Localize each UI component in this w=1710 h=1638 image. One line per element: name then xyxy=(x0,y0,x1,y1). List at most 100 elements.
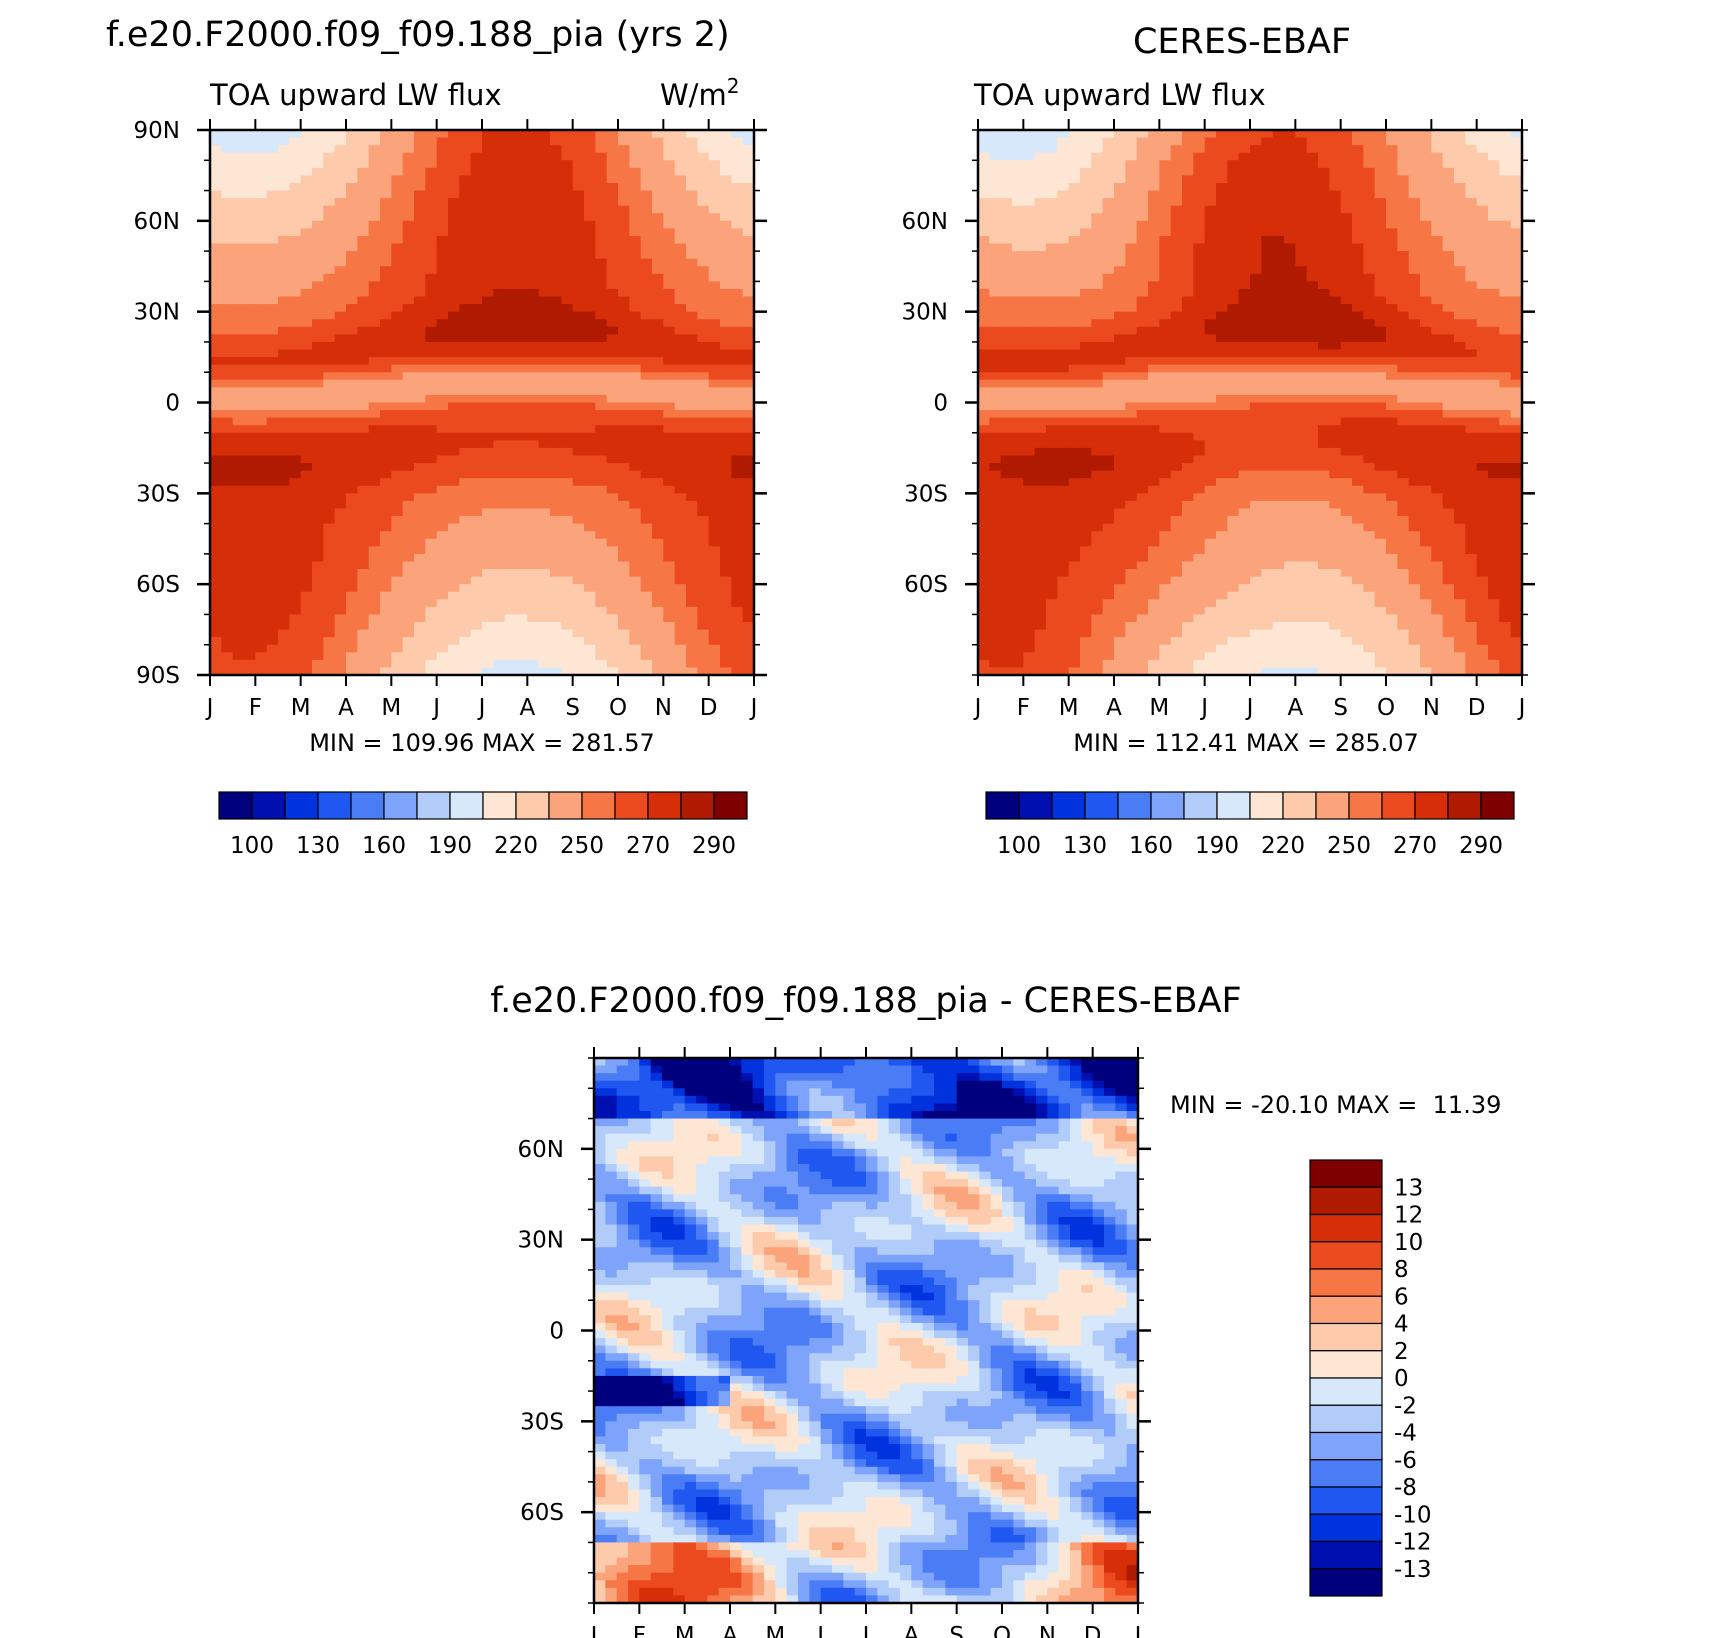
field-cell xyxy=(346,394,358,404)
field-cell xyxy=(1057,288,1070,298)
field-cell xyxy=(1034,243,1047,252)
field-cell xyxy=(1102,243,1115,252)
field-cell xyxy=(266,629,279,638)
field-cell xyxy=(300,243,313,252)
field-cell xyxy=(697,213,710,222)
field-cell xyxy=(629,220,642,229)
field-cell xyxy=(674,281,687,290)
field-cell xyxy=(606,182,619,192)
field-cell xyxy=(346,432,358,441)
field-cell xyxy=(459,130,472,139)
field-cell xyxy=(720,266,732,275)
field-cell xyxy=(550,470,562,479)
field-cell xyxy=(402,341,415,351)
field-cell xyxy=(244,485,256,494)
field-cell xyxy=(1102,190,1115,199)
field-cell xyxy=(978,145,990,154)
field-cell xyxy=(697,182,710,192)
colorbar-swatch xyxy=(350,791,385,820)
field-cell xyxy=(266,508,279,517)
field-cell xyxy=(538,614,551,623)
field-cell xyxy=(402,251,415,260)
field-cell xyxy=(731,266,744,275)
field-cell xyxy=(1295,251,1308,260)
field-cell xyxy=(1114,213,1126,222)
field-cell xyxy=(448,478,460,487)
field-cell xyxy=(414,470,426,479)
field-cell xyxy=(731,326,744,335)
field-cell xyxy=(323,182,336,192)
field-cell xyxy=(1397,326,1410,335)
field-cell xyxy=(1136,152,1149,161)
field-cell xyxy=(652,243,664,252)
field-cell xyxy=(402,266,415,275)
field-cell xyxy=(1125,334,1138,343)
field-cell xyxy=(1272,288,1285,298)
field-cell xyxy=(663,175,676,184)
field-cell xyxy=(1238,145,1251,154)
field-cell xyxy=(652,470,664,479)
field-cell xyxy=(312,364,324,373)
field-cell xyxy=(629,493,642,502)
field-cell xyxy=(1034,182,1047,192)
field-cell xyxy=(595,478,608,487)
field-cell xyxy=(652,614,664,623)
field-cell xyxy=(414,304,426,313)
field-cell xyxy=(561,440,574,449)
field-cell xyxy=(1080,266,1092,275)
field-cell xyxy=(584,364,596,373)
field-cell xyxy=(470,372,483,381)
field-cell xyxy=(1057,198,1070,207)
field-cell xyxy=(708,326,721,335)
field-cell xyxy=(1216,288,1228,298)
field-cell xyxy=(584,546,596,555)
field-cell xyxy=(640,553,653,563)
field-cell xyxy=(572,569,585,578)
field-cell xyxy=(1306,152,1319,161)
field-cell xyxy=(1114,160,1126,169)
field-cell xyxy=(1125,296,1138,305)
field-cell xyxy=(1340,220,1353,229)
field-cell xyxy=(504,379,517,388)
field-cell xyxy=(436,319,449,328)
field-cell xyxy=(742,599,755,608)
field-cell xyxy=(1216,205,1228,214)
field-cell xyxy=(448,258,460,267)
field-cell xyxy=(640,273,653,282)
field-cell xyxy=(1363,296,1376,305)
field-cell xyxy=(482,341,494,351)
field-cell xyxy=(346,447,358,457)
field-cell xyxy=(232,606,245,616)
field-cell xyxy=(731,402,744,411)
field-cell xyxy=(266,130,279,139)
field-cell xyxy=(686,569,698,578)
field-cell xyxy=(402,288,415,298)
field-cell xyxy=(1102,137,1115,146)
field-cell xyxy=(1068,190,1081,199)
field-cell xyxy=(312,637,324,646)
field-cell xyxy=(1091,311,1104,320)
field-cell xyxy=(232,402,245,411)
field-cell xyxy=(618,478,630,487)
field-cell xyxy=(538,440,551,449)
field-cell xyxy=(391,387,404,396)
field-cell xyxy=(1182,243,1194,252)
field-cell xyxy=(1442,281,1455,290)
field-cell xyxy=(380,470,392,479)
field-cell xyxy=(436,190,449,199)
field-cell xyxy=(278,281,290,290)
field-cell xyxy=(584,160,596,169)
field-cell xyxy=(1397,175,1410,184)
field-cell xyxy=(720,213,732,222)
field-cell xyxy=(663,243,676,252)
field-cell xyxy=(550,137,562,146)
field-cell xyxy=(618,273,630,282)
field-cell xyxy=(629,478,642,487)
field-cell xyxy=(978,304,990,313)
field-cell xyxy=(1261,266,1274,275)
field-cell xyxy=(742,266,755,275)
field-cell xyxy=(527,266,540,275)
field-cell xyxy=(357,470,370,479)
field-cell xyxy=(210,243,222,252)
field-cell xyxy=(436,508,449,517)
